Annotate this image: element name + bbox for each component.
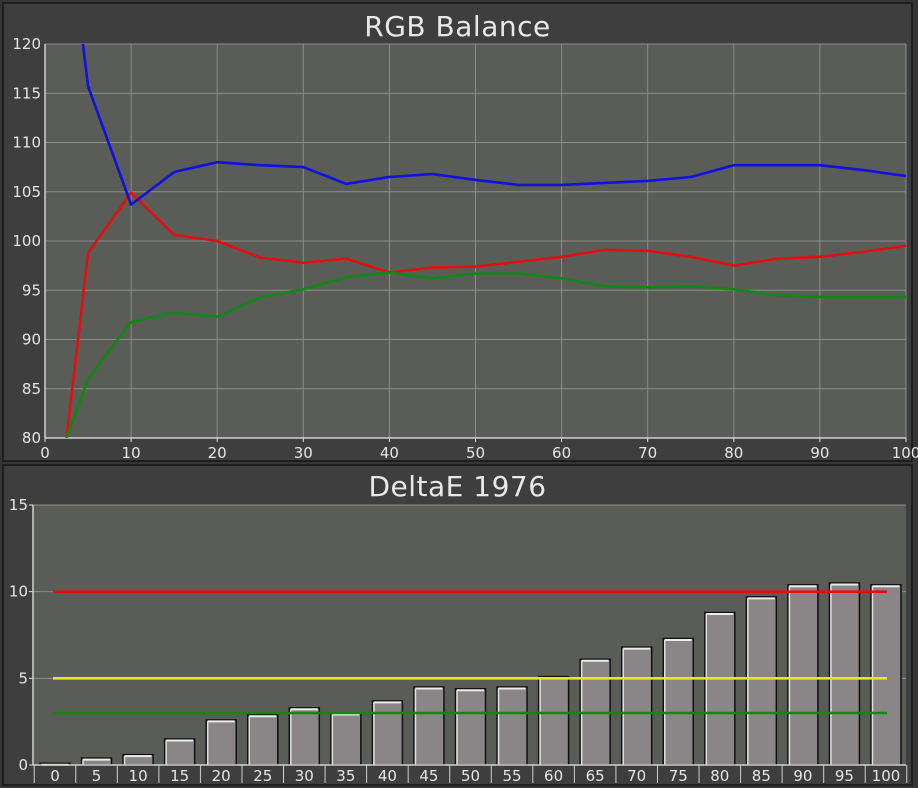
x-tick-label-20: 20	[208, 444, 227, 462]
x-tick-label-0: 0	[40, 444, 50, 462]
y-tick-label-95: 95	[22, 281, 41, 299]
bar-20	[205, 719, 237, 766]
y-tick-label-5: 5	[18, 669, 28, 687]
y-tick-label-80: 80	[22, 429, 41, 447]
bar-55	[496, 686, 528, 766]
x-tick-label-10: 10	[122, 444, 141, 462]
bar-60	[537, 675, 570, 766]
bar-70	[620, 646, 653, 766]
x-tick-label-60: 60	[544, 767, 563, 785]
x-tick-label-40: 40	[380, 444, 399, 462]
y-tick-label-0: 0	[18, 756, 28, 774]
x-tick-label-90: 90	[793, 767, 812, 785]
x-tick-label-100: 100	[872, 767, 901, 785]
x-tick-label-60: 60	[552, 444, 571, 462]
bar-80	[704, 611, 736, 766]
x-tick-label-50: 50	[466, 444, 485, 462]
x-tick-label-0: 0	[50, 767, 60, 785]
y-tick-label-90: 90	[22, 331, 41, 349]
y-tick-label-115: 115	[12, 84, 41, 102]
x-tick-label-65: 65	[586, 767, 605, 785]
bar-75	[662, 637, 694, 766]
bar-100	[870, 583, 902, 766]
bar-85	[745, 596, 778, 766]
x-tick-label-10: 10	[129, 767, 148, 785]
x-tick-label-80: 80	[724, 444, 743, 462]
y-tick-label-110: 110	[12, 134, 41, 152]
rgb-balance-title: RGB Balance	[364, 10, 551, 43]
bar-15	[163, 738, 196, 766]
x-tick-label-30: 30	[295, 767, 314, 785]
bar-95	[828, 582, 861, 766]
deltae-title: DeltaE 1976	[368, 470, 547, 503]
x-tick-label-70: 70	[638, 444, 657, 462]
y-tick-label-85: 85	[22, 380, 41, 398]
y-tick-label-10: 10	[9, 583, 28, 601]
x-tick-label-95: 95	[835, 767, 854, 785]
y-tick-label-105: 105	[12, 183, 41, 201]
bar-90	[787, 583, 819, 766]
series-line-0	[65, 191, 906, 438]
x-tick-label-75: 75	[669, 767, 688, 785]
x-tick-label-35: 35	[336, 767, 355, 785]
x-tick-label-55: 55	[503, 767, 522, 785]
y-tick-label-100: 100	[12, 232, 41, 250]
y-tick-label-120: 120	[12, 35, 41, 53]
x-tick-label-80: 80	[710, 767, 729, 785]
x-tick-label-5: 5	[92, 767, 102, 785]
bar-30	[288, 707, 321, 766]
bar-45	[413, 686, 445, 766]
x-tick-label-85: 85	[752, 767, 771, 785]
series-line-2	[81, 44, 906, 206]
bar-40	[371, 700, 404, 766]
bar-50	[454, 687, 487, 766]
x-tick-label-40: 40	[378, 767, 397, 785]
series-line-1	[65, 271, 906, 438]
bar-25	[247, 713, 279, 766]
x-tick-label-45: 45	[419, 767, 438, 785]
x-tick-label-30: 30	[294, 444, 313, 462]
x-tick-label-90: 90	[810, 444, 829, 462]
y-tick-label-15: 15	[9, 496, 28, 514]
x-tick-label-100: 100	[892, 444, 918, 462]
x-tick-label-25: 25	[253, 767, 272, 785]
x-tick-label-20: 20	[212, 767, 231, 785]
x-tick-label-50: 50	[461, 767, 480, 785]
x-tick-label-70: 70	[627, 767, 646, 785]
x-tick-label-15: 15	[170, 767, 189, 785]
bar-35	[330, 712, 362, 766]
